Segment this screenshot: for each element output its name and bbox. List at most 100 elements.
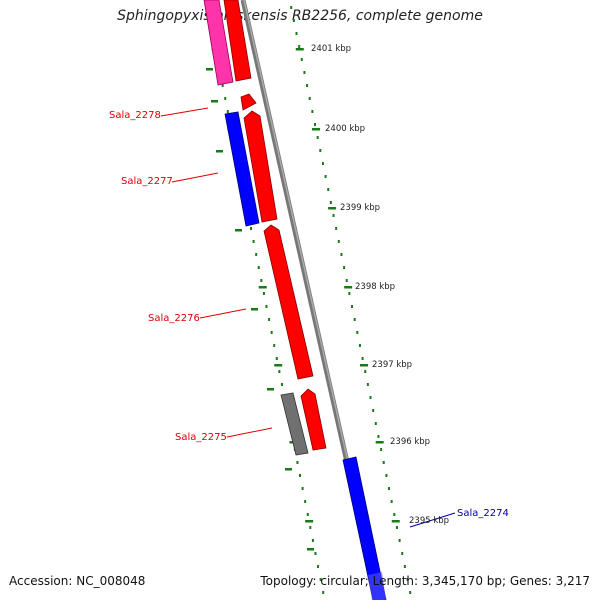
cds-sala-2274-fade — [368, 572, 386, 600]
cds-red-2277b — [243, 110, 278, 223]
ring-dot — [224, 97, 227, 100]
ring-dot — [268, 318, 271, 321]
tick-label-2397: 2397 kbp — [372, 360, 412, 370]
feature-pink-block — [203, 0, 234, 86]
ring-dot — [221, 84, 224, 87]
ring-dot — [311, 539, 314, 542]
cds-sala-2277 — [224, 111, 260, 227]
dotted-ring-outer — [290, 6, 412, 594]
ring-dot — [393, 513, 396, 516]
genome-stats-text: Topology: circular; Length: 3,345,170 bp… — [260, 574, 590, 588]
ring-dot — [356, 331, 359, 334]
ring-dot — [278, 370, 281, 373]
ring-dot — [290, 6, 293, 9]
ring-dot — [329, 201, 332, 204]
ring-dot — [398, 539, 401, 542]
ring-dot — [252, 240, 255, 243]
minor-tick — [267, 388, 274, 391]
ring-dot — [270, 331, 273, 334]
ring-dot — [403, 565, 406, 568]
cds-sala-2275b — [300, 388, 327, 451]
ring-dot — [353, 318, 356, 321]
major-tick — [360, 364, 369, 367]
ring-dot — [309, 526, 312, 529]
ring-dot — [380, 448, 383, 451]
ring-dot — [226, 110, 229, 113]
gene-label-sala-2277: Sala_2277 — [121, 176, 173, 187]
ring-dot — [390, 500, 393, 503]
major-tick — [328, 207, 337, 210]
gene-label-sala-2275: Sala_2275 — [175, 432, 227, 443]
ring-dot — [388, 487, 391, 490]
tick-label-2398: 2398 kbp — [355, 282, 395, 292]
ring-dot — [395, 526, 398, 529]
cds-sala-2274 — [342, 456, 387, 600]
minor-tick — [307, 548, 314, 551]
ring-dot — [337, 240, 340, 243]
major-tick — [305, 520, 314, 523]
tick-label-2396: 2396 kbp — [390, 437, 430, 447]
ring-dot — [321, 162, 324, 165]
ring-dot — [257, 266, 260, 269]
minor-tick — [285, 468, 292, 471]
ring-dot — [351, 305, 354, 308]
minor-tick — [211, 100, 218, 103]
ring-dot — [324, 175, 327, 178]
cds-sala-2278 — [240, 93, 257, 111]
minor-tick — [251, 308, 258, 311]
ring-dot — [292, 19, 295, 22]
ring-dot — [265, 305, 268, 308]
major-tick — [344, 286, 353, 289]
ring-dot — [409, 591, 412, 594]
minor-tick — [216, 150, 223, 153]
ring-dot — [306, 84, 309, 87]
ring-dot — [345, 279, 348, 282]
ring-dot — [332, 214, 335, 217]
ring-dot — [340, 253, 343, 256]
ring-dot — [361, 357, 364, 360]
ring-dot — [343, 266, 346, 269]
major-tick — [295, 48, 304, 51]
ring-dot — [255, 253, 258, 256]
tick-label-2401: 2401 kbp — [311, 44, 351, 54]
ring-dot — [369, 396, 372, 399]
ring-dot — [303, 71, 306, 74]
ring-dot — [262, 292, 265, 295]
ring-dot — [366, 383, 369, 386]
ring-dot — [364, 370, 367, 373]
ring-dot — [377, 435, 380, 438]
major-tick — [258, 286, 267, 289]
ring-dot — [280, 383, 283, 386]
ring-dot — [327, 188, 330, 191]
ring-dot — [374, 422, 377, 425]
ring-dot — [304, 500, 307, 503]
gene-label-sala-2278: Sala_2278 — [109, 110, 161, 121]
major-tick — [375, 441, 384, 444]
ring-dot — [311, 110, 314, 113]
ring-dot — [295, 32, 298, 35]
major-tick — [274, 364, 283, 367]
ring-dot — [273, 344, 276, 347]
ring-dot — [250, 227, 253, 230]
leader-sala-2277 — [171, 172, 219, 183]
ring-dot — [316, 136, 319, 139]
ring-dot — [260, 279, 263, 282]
cds-sala-2276 — [263, 224, 314, 380]
ring-dot — [322, 591, 325, 594]
major-tick — [391, 520, 400, 523]
gene-label-sala-2274: Sala_2274 — [457, 508, 509, 519]
ring-dot — [385, 474, 388, 477]
leader-sala-2278 — [160, 107, 209, 117]
gene-label-sala-2276: Sala_2276 — [148, 313, 200, 324]
ring-dot — [319, 578, 322, 581]
ring-dot — [298, 45, 301, 48]
ring-dot — [306, 513, 309, 516]
accession-text: Accession: NC_008048 — [9, 574, 146, 588]
cds-red-top — [223, 0, 252, 82]
ring-dot — [296, 461, 299, 464]
tick-label-2395: 2395 kbp — [409, 516, 449, 526]
ring-dot — [401, 552, 404, 555]
ring-dot — [317, 565, 320, 568]
